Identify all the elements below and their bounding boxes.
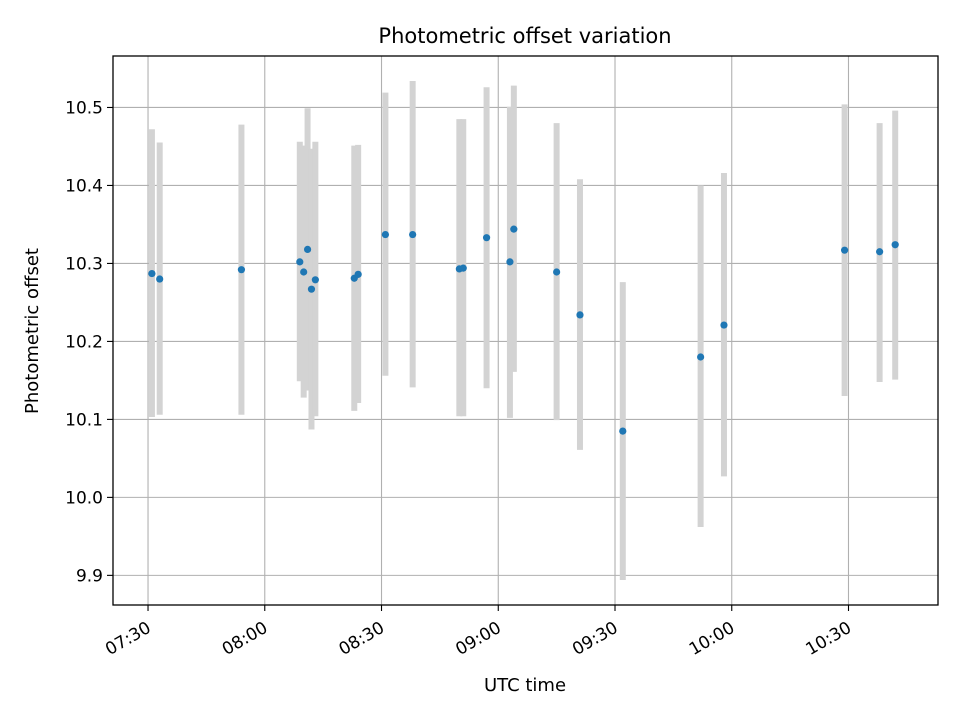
data-point xyxy=(148,269,156,278)
y-tick-label: 10.1 xyxy=(65,410,103,430)
data-point xyxy=(720,321,728,329)
data-point xyxy=(237,266,246,274)
data-point xyxy=(156,275,164,283)
plot-frame xyxy=(112,55,939,606)
data-point xyxy=(381,230,390,239)
y-tick-label: 10.4 xyxy=(65,176,103,196)
data-point xyxy=(354,270,362,278)
data-point xyxy=(296,258,304,266)
y-axis: 9.9 10.0 10.1 10.2 10.3 10.4 10.5 xyxy=(65,98,113,586)
data-point xyxy=(409,230,417,239)
data-point xyxy=(459,264,467,272)
y-tick-label: 10.0 xyxy=(65,488,103,508)
data-point xyxy=(891,241,899,249)
data-point xyxy=(553,268,561,276)
data-point xyxy=(876,248,884,256)
y-tick-label: 10.3 xyxy=(65,254,103,274)
y-axis-title: Photometric offset xyxy=(22,248,43,414)
data-point xyxy=(300,268,308,276)
chart-title: Photometric offset variation xyxy=(378,24,671,48)
data-point xyxy=(576,311,584,319)
data-point xyxy=(307,285,316,293)
data-points xyxy=(148,225,899,435)
data-point xyxy=(510,225,518,233)
y-tick-label: 10.2 xyxy=(65,332,103,352)
data-point xyxy=(841,246,849,254)
data-point xyxy=(697,353,705,361)
y-tick-label: 9.9 xyxy=(76,566,103,586)
y-tick-label: 10.5 xyxy=(65,98,103,118)
x-axis-title: UTC time xyxy=(484,675,566,696)
grid xyxy=(113,56,938,605)
data-point xyxy=(311,276,319,284)
data-point xyxy=(619,427,627,435)
data-point xyxy=(303,245,312,253)
data-point xyxy=(482,234,491,242)
data-point xyxy=(506,258,514,266)
